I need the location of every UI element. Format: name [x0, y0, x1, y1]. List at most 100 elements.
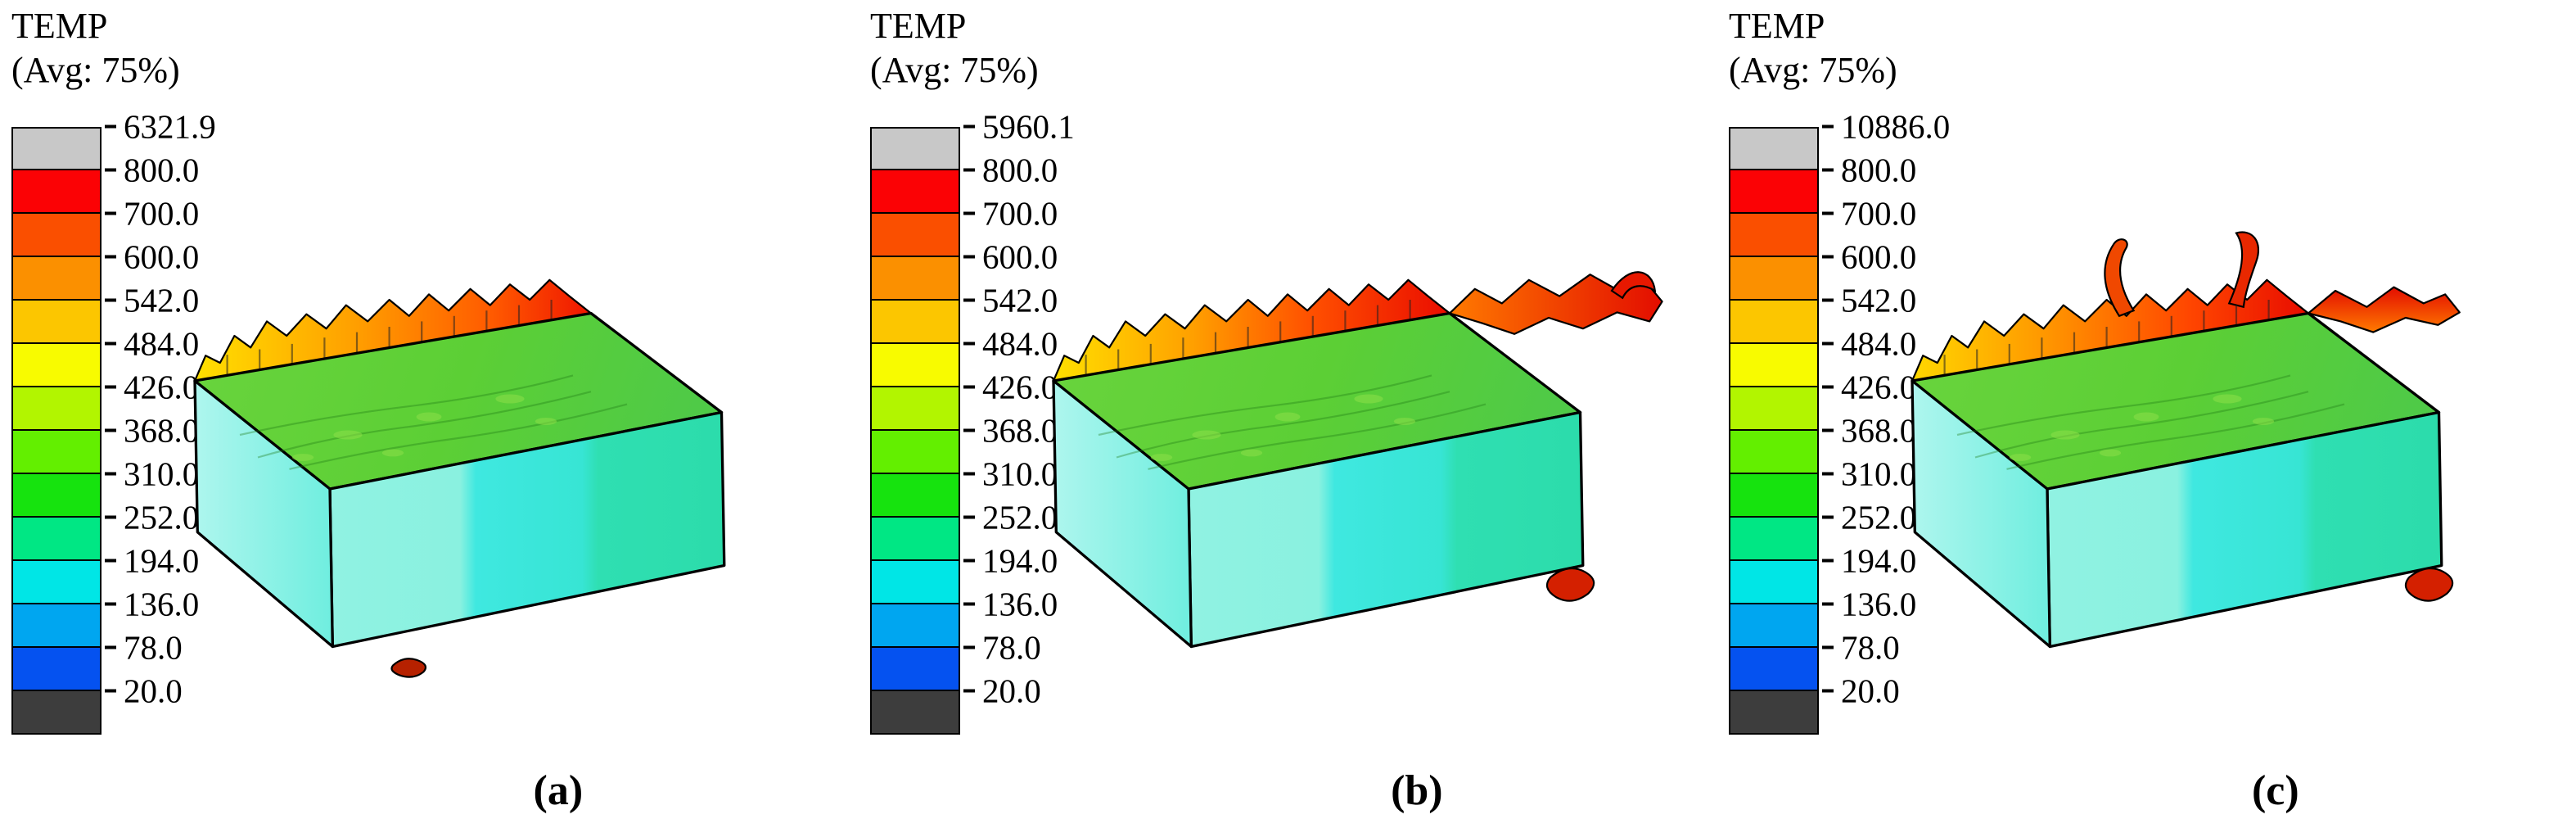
colorbar-row: 542.0	[1729, 282, 1950, 344]
colorbar-tick-label: 426.0	[1822, 365, 1916, 409]
colorbar-row: 600.0	[11, 238, 216, 301]
legend-c: TEMP (Avg: 75%) 10886.0 800.0 700.0 600.0 54…	[1729, 6, 1950, 735]
surface-texture	[1098, 374, 1487, 470]
subfigure-c: TEMP (Avg: 75%) 10886.0 800.0 700.0 600.0 54…	[1717, 0, 2576, 828]
colorbar-band	[870, 517, 960, 561]
colorbar-tick-label: 600.0	[1822, 235, 1916, 278]
colorbar-band	[870, 604, 960, 648]
colorbar-band	[1729, 387, 1819, 431]
colorbar-tick-label: 20.0	[1822, 669, 1900, 713]
colorbar-band	[870, 300, 960, 344]
colorbar-band	[1729, 430, 1819, 474]
colorbar-band	[870, 213, 960, 257]
chip-curl	[1610, 271, 1657, 300]
colorbar-row: 20.0	[11, 672, 216, 735]
colorbar-band	[870, 387, 960, 431]
colorbar-band	[11, 126, 102, 170]
colorbar-row: 252.0	[11, 499, 216, 561]
colorbar-band	[870, 690, 960, 735]
colorbar: 10886.0 800.0 700.0 600.0 542.0 484.0 426.0 368…	[1729, 108, 1950, 735]
subfigure-caption-a: (a)	[533, 767, 584, 814]
legend-title: TEMP	[11, 6, 108, 46]
colorbar-band	[11, 300, 102, 344]
subfigure-b: TEMP (Avg: 75%) 5960.1 800.0 700.0 600.0 542…	[859, 0, 1717, 828]
colorbar-tick-label: 800.0	[963, 148, 1058, 192]
colorbar-tick-label: 800.0	[105, 148, 199, 192]
colorbar-row: 136.0	[870, 586, 1075, 648]
hot-chip-right	[2307, 286, 2461, 333]
colorbar-tick-label: 484.0	[105, 322, 199, 365]
legend-title: TEMP	[1729, 6, 1825, 46]
chip-strip	[1911, 231, 2461, 382]
colorbar-tick-label: 600.0	[963, 235, 1058, 278]
temperature-contour-model-a	[193, 278, 726, 678]
chip-strip	[193, 278, 593, 382]
colorbar-row: 426.0	[1729, 369, 1950, 431]
colorbar-tick-label: 78.0	[963, 626, 1041, 669]
colorbar-band	[11, 170, 102, 214]
colorbar: 5960.1 800.0 700.0 600.0 542.0 484.0 426.0 368.…	[870, 108, 1075, 735]
colorbar-row: 78.0	[11, 629, 216, 691]
colorbar-row: 10886.0	[1729, 108, 1950, 170]
colorbar-row: 700.0	[1729, 195, 1950, 257]
colorbar-tick-label: 426.0	[963, 365, 1058, 409]
colorbar-tick-label: 5960.1	[963, 105, 1075, 148]
colorbar-row: 368.0	[870, 412, 1075, 474]
surface-speckle	[291, 394, 557, 461]
colorbar-tick-label: 542.0	[963, 278, 1058, 322]
colorbar-band	[1729, 300, 1819, 344]
colorbar-tick-label: 78.0	[105, 626, 183, 669]
colorbar-band	[870, 647, 960, 691]
colorbar-tick-label: 136.0	[963, 582, 1058, 626]
colorbar-tick-label: 700.0	[963, 192, 1058, 235]
hot-corner-chip	[1545, 567, 1595, 602]
colorbar-tick-label: 136.0	[105, 582, 199, 626]
legend-subtitle: (Avg: 75%)	[11, 50, 180, 91]
colorbar-tick-label: 310.0	[963, 452, 1058, 495]
colorbar-tick-label: 484.0	[963, 322, 1058, 365]
colorbar-band	[11, 647, 102, 691]
colorbar-tick-label: 700.0	[105, 192, 199, 235]
colorbar-band	[870, 430, 960, 474]
colorbar-row: 542.0	[11, 282, 216, 344]
colorbar-tick-label: 368.0	[963, 409, 1058, 452]
colorbar-row: 78.0	[1729, 629, 1950, 691]
subfigure-caption-b: (b)	[1391, 767, 1443, 814]
subfigure-a: TEMP (Avg: 75%) 6321.9 800.0 700.0 600.0 542…	[0, 0, 859, 828]
colorbar-tick-label: 252.0	[963, 495, 1058, 539]
colorbar-tick-label: 194.0	[105, 539, 199, 582]
colorbar-row: 800.0	[1729, 152, 1950, 214]
colorbar-row: 136.0	[11, 586, 216, 648]
colorbar-band	[1729, 604, 1819, 648]
colorbar: 6321.9 800.0 700.0 600.0 542.0 484.0 426.0 368.…	[11, 108, 216, 735]
colorbar-row: 600.0	[870, 238, 1075, 301]
colorbar-band	[870, 473, 960, 518]
colorbar-tick-label: 426.0	[105, 365, 199, 409]
colorbar-row: 484.0	[11, 325, 216, 387]
colorbar-band	[11, 690, 102, 735]
colorbar-row: 484.0	[870, 325, 1075, 387]
fin-lines	[1085, 300, 1411, 376]
colorbar-row: 252.0	[870, 499, 1075, 561]
workpiece	[1052, 311, 1585, 649]
colorbar-row: 542.0	[870, 282, 1075, 344]
fin-lines	[226, 300, 553, 376]
hot-chip-right	[1448, 274, 1663, 335]
colorbar-row: 426.0	[870, 369, 1075, 431]
colorbar-row: 800.0	[870, 152, 1075, 214]
colorbar-band	[1729, 473, 1819, 518]
colorbar-tick-label: 194.0	[1822, 539, 1916, 582]
colorbar-band	[1729, 517, 1819, 561]
colorbar-tick-label: 10886.0	[1822, 105, 1950, 148]
colorbar-band	[870, 343, 960, 387]
colorbar-row: 20.0	[1729, 672, 1950, 735]
workpiece	[1911, 311, 2443, 649]
colorbar-band	[870, 126, 960, 170]
chip-strip	[1052, 271, 1663, 382]
colorbar-row: 700.0	[11, 195, 216, 257]
colorbar-band	[11, 343, 102, 387]
colorbar-band	[1729, 126, 1819, 170]
colorbar-band	[1729, 170, 1819, 214]
colorbar-band	[1729, 560, 1819, 604]
colorbar-row: 194.0	[1729, 542, 1950, 604]
